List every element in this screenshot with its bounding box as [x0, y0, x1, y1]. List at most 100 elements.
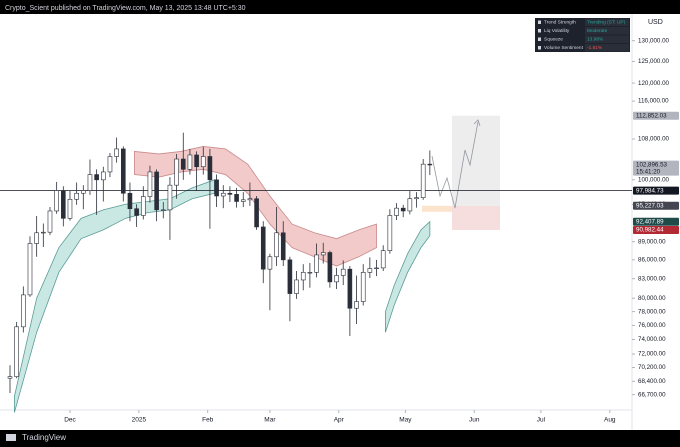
candle-body	[100, 171, 106, 181]
y-tick-label: 86,000.00	[638, 256, 666, 263]
x-tick-label: Mar	[264, 417, 276, 424]
candle-body	[27, 243, 33, 296]
candle-body	[114, 148, 119, 157]
candle-body	[207, 156, 213, 181]
logo	[6, 434, 16, 441]
table-label: Trend Strength	[544, 20, 576, 26]
candle-body	[254, 198, 259, 228]
y-tick-label: 72,000.00	[638, 351, 666, 358]
candle-body	[140, 196, 146, 216]
candle-body	[407, 198, 413, 212]
candle-body	[34, 232, 39, 244]
candle-body	[127, 192, 133, 210]
projection-arrow	[473, 119, 481, 127]
candle-body	[274, 232, 279, 258]
candle-body	[294, 279, 299, 294]
target-zone	[452, 115, 500, 206]
price-label-box	[633, 201, 679, 210]
candle-body	[81, 190, 86, 194]
y-tick-label: 74,000.00	[638, 336, 666, 343]
candle-body	[174, 158, 179, 186]
candle-body	[187, 154, 193, 170]
table-label: Volume Sentiment	[544, 45, 584, 51]
table-value: Moderate	[587, 28, 608, 34]
candle-body	[147, 171, 153, 197]
y-tick-label: 116,000.00	[638, 98, 669, 105]
y-tick-label: 130,000.00	[638, 37, 670, 44]
candle-body	[260, 226, 266, 270]
layers: Dec 2025 Feb Mar Apr May Jun Jul Aug USD 130,000.0…	[0, 18, 679, 424]
candle-body	[307, 272, 313, 274]
price-label-box	[633, 160, 679, 176]
candle-body	[47, 210, 53, 233]
candle-body	[14, 326, 19, 377]
table-label: Liq Volatility	[544, 28, 570, 34]
candle-body	[240, 199, 246, 202]
candle-body	[7, 376, 13, 379]
candle-body	[394, 207, 399, 216]
price-label: 97,984.73	[636, 187, 664, 194]
y-tick-label: 80,000.00	[638, 295, 666, 302]
footer-brand: TradingView	[22, 433, 66, 442]
price-label: 102,896.53	[636, 161, 668, 168]
y-tick-label: 100,000.00	[638, 176, 670, 183]
candle-body	[427, 163, 433, 166]
candle-body	[320, 252, 326, 256]
candle-body	[220, 192, 226, 197]
entry-zone	[422, 205, 452, 212]
candle-body	[280, 232, 286, 261]
candle-body	[340, 268, 346, 276]
x-tick-label: Apr	[334, 417, 345, 424]
table-value: Trending (ST: UP)	[587, 20, 626, 26]
x-tick-label: Aug	[604, 417, 616, 424]
candle-body	[360, 272, 366, 302]
candle-body	[200, 156, 206, 168]
candle-body	[61, 190, 66, 219]
candle-body	[354, 301, 359, 309]
x-tick-label: Jun	[469, 417, 480, 424]
price-label: 92,407.89	[636, 218, 664, 225]
table-label: Squeeze	[544, 37, 563, 43]
price-label-box	[633, 217, 679, 226]
x-tick-label: May	[399, 417, 412, 424]
y-tick-label: 125,000.00	[638, 58, 670, 65]
price-label-box	[633, 186, 679, 195]
header: Crypto_Scient published on TradingView.c…	[5, 5, 246, 12]
table-value: -1.61%	[587, 45, 603, 51]
candle-body	[387, 215, 393, 251]
candle-body	[227, 192, 233, 195]
candle-body	[267, 256, 273, 270]
candle-body	[367, 268, 373, 273]
candle-body	[314, 254, 319, 273]
price-label-box	[633, 225, 679, 234]
stop-zone	[452, 205, 500, 230]
table-icon	[538, 29, 541, 33]
candle-body	[334, 275, 339, 283]
price-label: 90,982.44	[636, 227, 664, 234]
y-tick-label: 68,400.00	[638, 378, 666, 385]
y-tick-label: 83,000.00	[638, 275, 666, 282]
x-tick-label: Feb	[202, 417, 214, 424]
candle-body	[400, 207, 406, 212]
candle-body	[54, 190, 59, 212]
candle-body	[287, 259, 293, 294]
candle-body	[327, 252, 333, 283]
x-tick-label: Dec	[64, 417, 76, 424]
candle-body	[234, 194, 239, 202]
table-value-cell	[585, 27, 629, 35]
y-tick-label: 76,000.00	[638, 322, 666, 329]
price-label: 112,852.03	[636, 112, 667, 119]
currency: USD	[648, 19, 663, 26]
candle-body	[107, 156, 113, 173]
x-tick-label: 2025	[132, 417, 147, 424]
projection-path	[431, 121, 479, 209]
table-value: 13.98%	[587, 37, 604, 43]
candle-body	[74, 192, 79, 200]
candle-body	[134, 208, 139, 216]
candle-body	[160, 209, 166, 211]
table-icon	[538, 20, 541, 24]
candle-body	[154, 171, 159, 211]
candle-body	[214, 179, 219, 197]
price-label-box	[633, 111, 679, 120]
